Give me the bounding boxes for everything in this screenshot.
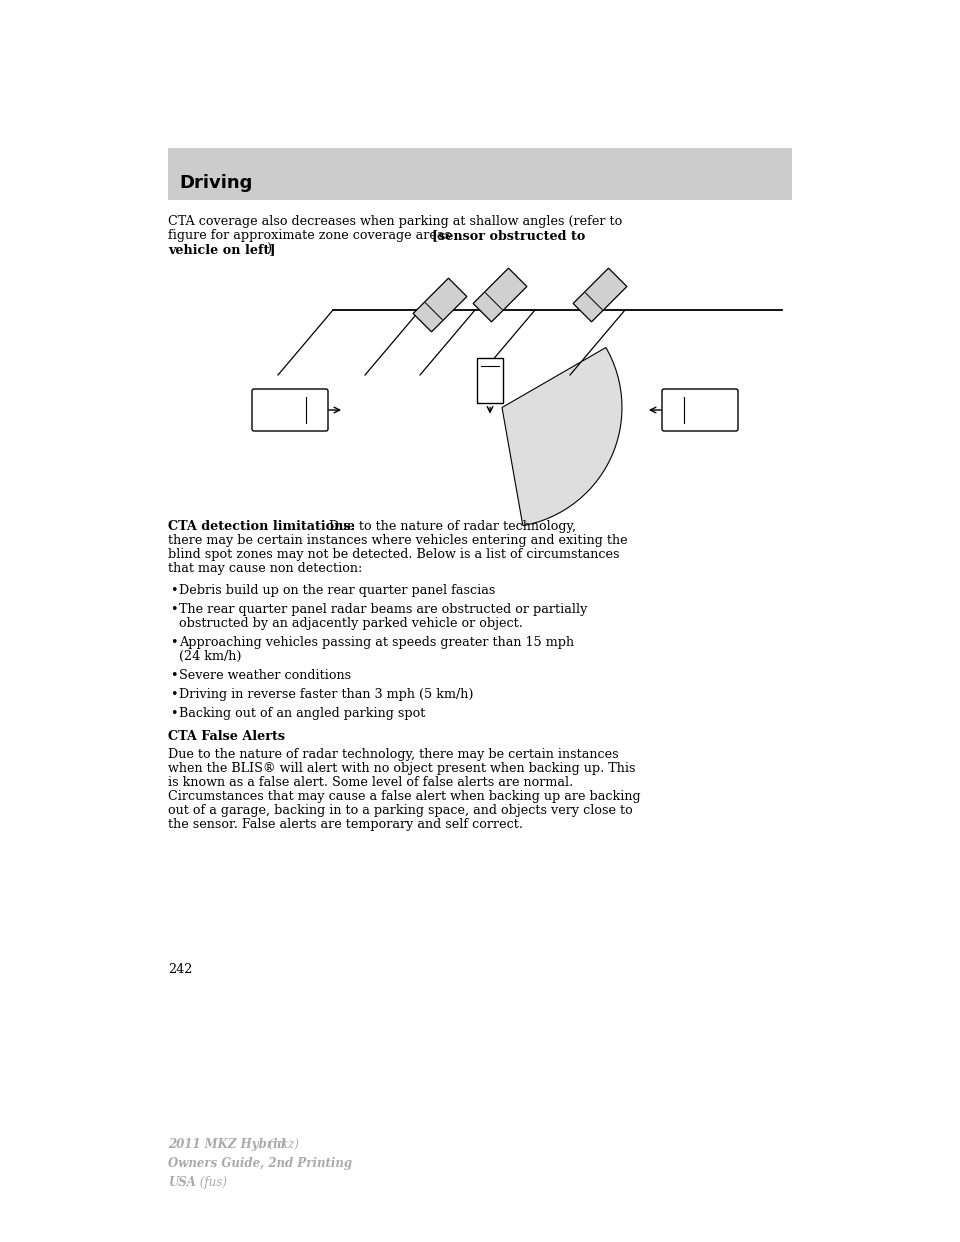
Text: Approaching vehicles passing at speeds greater than 15 mph: Approaching vehicles passing at speeds g…: [179, 636, 574, 650]
Text: Severe weather conditions: Severe weather conditions: [179, 669, 351, 682]
FancyBboxPatch shape: [252, 389, 328, 431]
Text: CTA coverage also decreases when parking at shallow angles (refer to: CTA coverage also decreases when parking…: [168, 215, 622, 229]
Text: •: •: [170, 688, 178, 700]
Text: The rear quarter panel radar beams are obstructed or partially: The rear quarter panel radar beams are o…: [179, 604, 588, 616]
Text: vehicle on left]: vehicle on left]: [168, 243, 276, 256]
Polygon shape: [573, 268, 627, 322]
Text: •: •: [170, 669, 178, 682]
Text: Debris build up on the rear quarter panel fascias: Debris build up on the rear quarter pane…: [179, 584, 495, 597]
Text: •: •: [170, 584, 178, 597]
Text: Backing out of an angled parking spot: Backing out of an angled parking spot: [179, 707, 425, 720]
FancyBboxPatch shape: [662, 389, 738, 431]
Text: Driving: Driving: [179, 174, 252, 193]
Text: the sensor. False alerts are temporary and self correct.: the sensor. False alerts are temporary a…: [168, 818, 523, 831]
Text: USA: USA: [168, 1176, 196, 1189]
Polygon shape: [473, 268, 527, 322]
Text: •: •: [170, 636, 178, 650]
Text: Circumstances that may cause a false alert when backing up are backing: Circumstances that may cause a false ale…: [168, 790, 640, 804]
Text: (fus): (fus): [196, 1176, 227, 1189]
Bar: [168, 148, 792, 200]
Polygon shape: [413, 278, 467, 332]
Text: that may cause non detection:: that may cause non detection:: [168, 561, 362, 575]
Text: figure for approximate zone coverage areas: figure for approximate zone coverage are…: [168, 229, 455, 242]
Text: (24 km/h): (24 km/h): [179, 650, 242, 663]
Text: (hkz): (hkz): [265, 1138, 299, 1151]
Text: 2011 MKZ Hybrid: 2011 MKZ Hybrid: [168, 1138, 286, 1151]
Text: when the BLIS® will alert with no object present when backing up. This: when the BLIS® will alert with no object…: [168, 763, 636, 775]
Text: Driving in reverse faster than 3 mph (5 km/h): Driving in reverse faster than 3 mph (5 …: [179, 688, 473, 700]
Text: Owners Guide, 2nd Printing: Owners Guide, 2nd Printing: [168, 1158, 352, 1170]
Text: CTA False Alerts: CTA False Alerts: [168, 730, 285, 743]
Text: CTA detection limitations:: CTA detection limitations:: [168, 520, 355, 533]
Text: •: •: [170, 604, 178, 616]
Polygon shape: [477, 358, 503, 402]
Text: obstructed by an adjacently parked vehicle or object.: obstructed by an adjacently parked vehic…: [179, 617, 523, 630]
Text: 242: 242: [168, 963, 192, 976]
Text: blind spot zones may not be detected. Below is a list of circumstances: blind spot zones may not be detected. Be…: [168, 548, 619, 561]
Text: Due to the nature of radar technology, there may be certain instances: Due to the nature of radar technology, t…: [168, 748, 618, 761]
Text: ).: ).: [266, 243, 276, 256]
Text: Due to the nature of radar technology,: Due to the nature of radar technology,: [325, 520, 576, 533]
Text: [sensor obstructed to: [sensor obstructed to: [432, 229, 586, 242]
Polygon shape: [502, 348, 622, 525]
Text: out of a garage, backing in to a parking space, and objects very close to: out of a garage, backing in to a parking…: [168, 804, 633, 817]
Text: there may be certain instances where vehicles entering and exiting the: there may be certain instances where veh…: [168, 534, 628, 546]
Text: •: •: [170, 707, 178, 720]
Text: is known as a false alert. Some level of false alerts are normal.: is known as a false alert. Some level of…: [168, 776, 573, 789]
